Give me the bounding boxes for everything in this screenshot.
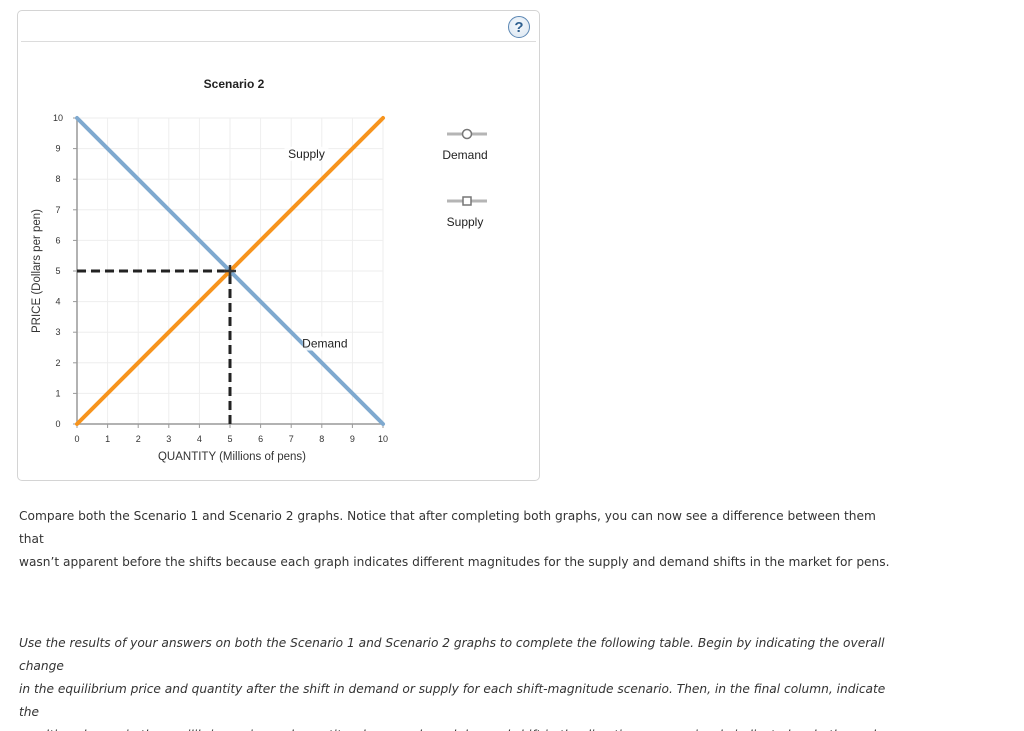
graph-panel: ? bbox=[17, 10, 540, 481]
y-tick-label: 4 bbox=[55, 297, 60, 307]
x-tick-label: 2 bbox=[136, 434, 141, 444]
x-tick-label: 7 bbox=[289, 434, 294, 444]
curve-label-bg bbox=[302, 336, 347, 351]
y-tick-label: 9 bbox=[55, 144, 60, 154]
y-tick-label: 10 bbox=[53, 113, 63, 123]
compare-line-1: Compare both the Scenario 1 and Scenario… bbox=[19, 509, 876, 546]
help-icon[interactable]: ? bbox=[508, 16, 530, 38]
chart-title: Scenario 2 bbox=[204, 77, 265, 91]
x-tick-label: 1 bbox=[105, 434, 110, 444]
supply-curve-label: Supply bbox=[288, 147, 325, 161]
supply-tool-icon bbox=[447, 196, 487, 206]
y-tick-label: 3 bbox=[55, 327, 60, 337]
y-tick-label: 6 bbox=[55, 235, 60, 245]
y-axis-label: PRICE (Dollars per pen) bbox=[31, 209, 43, 333]
y-tick-label: 5 bbox=[55, 266, 60, 276]
demand-curve-label: Demand bbox=[302, 337, 347, 351]
x-tick-label: 4 bbox=[197, 434, 202, 444]
x-tick-label: 5 bbox=[227, 434, 232, 444]
x-axis-label: QUANTITY (Millions of pens) bbox=[158, 451, 306, 463]
y-tick-label: 0 bbox=[55, 419, 60, 429]
x-tick-label: 3 bbox=[166, 434, 171, 444]
supply-demand-chart[interactable]: Scenario 2 0 1 2 3 4 5 6 7 8 9 10 0 1 2 3 4 5 6 7 8 9 10 QUANTI… bbox=[0, 0, 1024, 500]
x-tick-label: 10 bbox=[378, 434, 388, 444]
legend-demand-tool[interactable]: Demand bbox=[435, 124, 495, 162]
legend-supply-tool[interactable]: Supply bbox=[435, 191, 495, 229]
legend-supply-label: Supply bbox=[446, 215, 484, 229]
x-tick-label: 6 bbox=[258, 434, 263, 444]
y-tick-label: 1 bbox=[55, 388, 60, 398]
compare-paragraph: Compare both the Scenario 1 and Scenario… bbox=[19, 505, 899, 574]
x-tick-label: 0 bbox=[74, 434, 79, 444]
instructions-line-3: resulting change in the equilibrium pric… bbox=[19, 724, 899, 731]
x-tick-label: 9 bbox=[350, 434, 355, 444]
y-tick-label: 8 bbox=[55, 174, 60, 184]
y-tick-label: 7 bbox=[55, 205, 60, 215]
x-tick-label: 8 bbox=[319, 434, 324, 444]
instructions-line-2: in the equilibrium price and quantity af… bbox=[19, 682, 886, 719]
compare-line-2: wasn’t apparent before the shifts becaus… bbox=[19, 555, 890, 569]
instructions-paragraph: Use the results of your answers on both … bbox=[19, 632, 899, 731]
instructions-line-1: Use the results of your answers on both … bbox=[19, 636, 885, 673]
legend-demand-label: Demand bbox=[442, 148, 488, 162]
y-tick-label: 2 bbox=[55, 358, 60, 368]
demand-tool-icon bbox=[447, 128, 487, 140]
header-divider bbox=[21, 41, 536, 42]
curve-label-bg bbox=[284, 146, 329, 161]
